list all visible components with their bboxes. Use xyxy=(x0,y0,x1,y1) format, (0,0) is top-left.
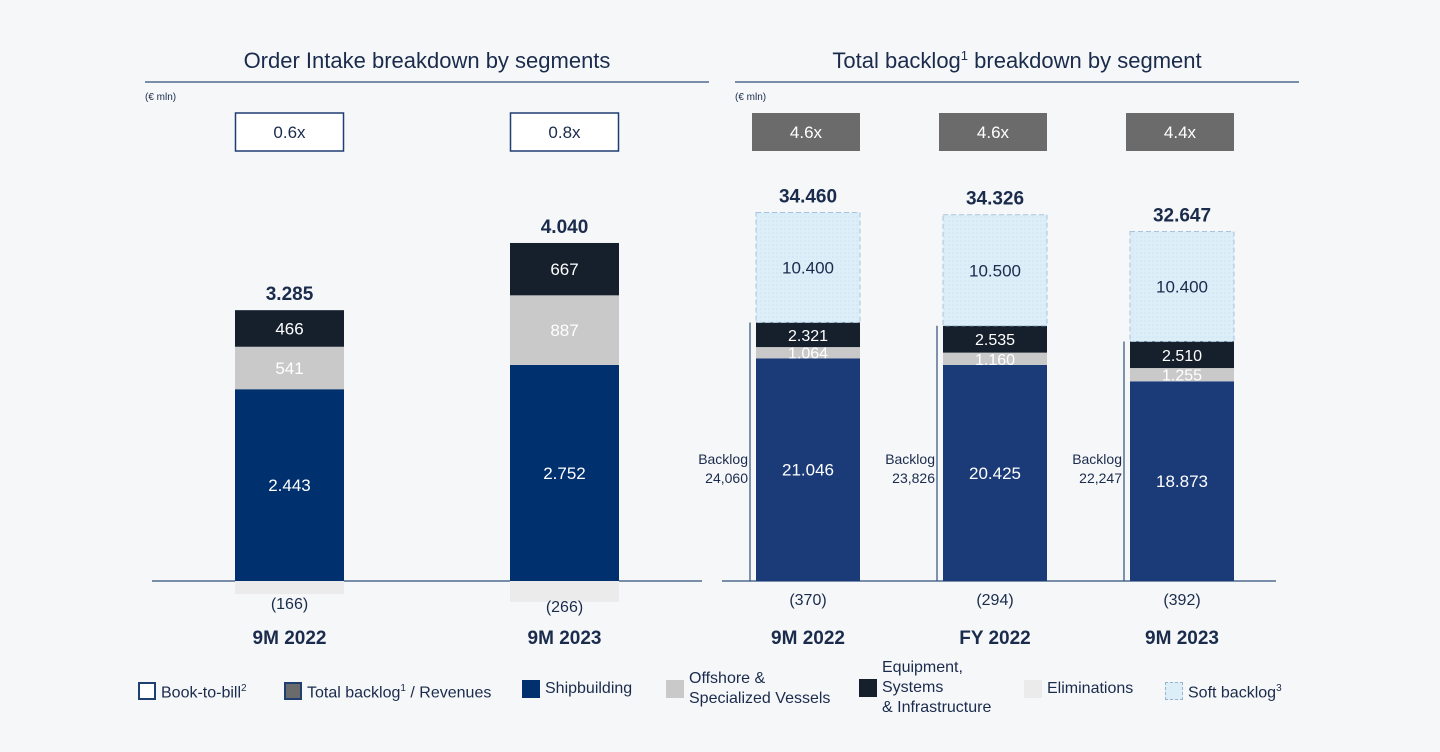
bl-ratio-box xyxy=(1126,113,1234,151)
bl-bar-shipbuilding xyxy=(1130,381,1234,581)
legend-item-backlog-revenues: Total backlog1 / Revenues xyxy=(284,679,491,703)
legend-swatch-eliminations xyxy=(1024,680,1042,698)
bl-backlog-value: 23,826 xyxy=(892,470,935,486)
legend-item-soft-backlog: Soft backlog3 xyxy=(1165,679,1282,703)
legend-label-equipment: Equipment, Systems & Infrastructure xyxy=(882,659,992,716)
bl-category-label: FY 2022 xyxy=(959,628,1030,649)
oi-bar-equipment xyxy=(510,242,619,296)
oi-bar-shipbuilding xyxy=(510,364,619,581)
legend-item-equipment: Equipment, Systems & Infrastructure xyxy=(859,658,991,718)
legend-swatch-equipment xyxy=(859,679,877,697)
order-intake-title: Order Intake breakdown by segments xyxy=(244,48,611,73)
bl-bar-equipment xyxy=(943,325,1047,353)
oi-label-shipbuilding: 2.752 xyxy=(543,464,586,483)
oi-label-shipbuilding: 2.443 xyxy=(268,476,311,495)
legend-label-backlog-revenues: Total backlog1 / Revenues xyxy=(307,683,492,702)
oi-category-label: 9M 2023 xyxy=(528,628,602,649)
bl-label-eliminations: (392) xyxy=(1163,592,1200,609)
oi-category-label: 9M 2022 xyxy=(253,628,327,649)
bl-bar-equipment xyxy=(1130,341,1234,369)
legend-swatch-book-to-bill xyxy=(138,682,156,701)
bl-bar-soft-backlog xyxy=(942,214,1048,327)
bl-label-offshore: 1.255 xyxy=(1162,368,1202,385)
backlog-title: Total backlog1 breakdown by segment xyxy=(832,48,1201,73)
oi-bar-eliminations xyxy=(510,581,619,602)
oi-label-eliminations: (266) xyxy=(546,599,583,616)
bl-label-equipment: 2.535 xyxy=(975,332,1015,349)
bl-label-soft-backlog: 10.400 xyxy=(1156,277,1208,296)
bl-ratio-label: 4.4x xyxy=(1164,123,1197,142)
bl-bar-soft-backlog xyxy=(1129,230,1235,342)
oi-label-offshore: 541 xyxy=(275,359,303,378)
bl-label-equipment: 2.510 xyxy=(1162,348,1202,365)
oi-ratio-box xyxy=(234,112,345,152)
bl-category-label: 9M 2023 xyxy=(1145,628,1219,649)
bl-total-label: 34.326 xyxy=(966,189,1024,210)
bl-total-label: 34.460 xyxy=(779,186,837,207)
legend-label-book-to-bill: Book-to-bill2 xyxy=(161,683,247,702)
legend-item-shipbuilding: Shipbuilding xyxy=(522,679,632,699)
bl-ratio-label: 4.6x xyxy=(790,123,823,142)
legend-label-shipbuilding: Shipbuilding xyxy=(545,680,633,697)
bl-label-shipbuilding: 20.425 xyxy=(969,464,1021,483)
oi-total-label: 3.285 xyxy=(266,284,314,305)
oi-ratio-box xyxy=(509,112,620,152)
order-intake-unit: (€ mln) xyxy=(145,92,176,103)
bl-ratio-label: 4.6x xyxy=(977,123,1010,142)
legend-label-soft-backlog: Soft backlog3 xyxy=(1188,683,1282,702)
bl-label-soft-backlog: 10.500 xyxy=(969,261,1021,280)
bl-label-offshore: 1.160 xyxy=(975,352,1015,369)
bl-backlog-label: Backlog xyxy=(885,451,935,467)
legend-label-offshore: Offshore & Specialized Vessels xyxy=(689,670,831,707)
legend-item-offshore: Offshore & Specialized Vessels xyxy=(666,669,830,709)
oi-bar-offshore xyxy=(235,346,344,390)
bl-total-label: 32.647 xyxy=(1153,205,1211,226)
bl-bar-shipbuilding xyxy=(943,364,1047,581)
bl-label-offshore: 1.064 xyxy=(788,346,828,363)
bl-backlog-label: Backlog xyxy=(1072,451,1122,467)
oi-label-offshore: 887 xyxy=(550,321,578,340)
bl-bar-soft-backlog xyxy=(755,211,861,324)
bl-label-equipment: 2.321 xyxy=(788,328,828,345)
oi-bar-offshore xyxy=(510,295,619,365)
bl-bar-offshore xyxy=(1130,368,1234,382)
oi-total-label: 4.040 xyxy=(541,217,589,238)
bl-label-eliminations: (370) xyxy=(789,592,826,609)
bl-label-soft-backlog: 10.400 xyxy=(782,259,834,278)
bl-label-shipbuilding: 18.873 xyxy=(1156,472,1208,491)
bl-bar-offshore xyxy=(943,352,1047,365)
bl-backlog-value: 22,247 xyxy=(1079,470,1122,486)
oi-bar-shipbuilding xyxy=(235,389,344,581)
oi-label-eliminations: (166) xyxy=(271,596,308,613)
legend-swatch-shipbuilding xyxy=(522,680,540,698)
oi-bar-equipment xyxy=(235,310,344,347)
oi-ratio-label: 0.8x xyxy=(548,123,581,142)
chart-legend: Book-to-bill2 Total backlog1 / Revenues … xyxy=(138,658,1318,720)
bl-backlog-value: 24,060 xyxy=(705,470,748,486)
bl-bar-shipbuilding xyxy=(756,358,860,581)
legend-item-book-to-bill: Book-to-bill2 xyxy=(138,679,247,703)
bl-bar-equipment xyxy=(756,322,860,348)
legend-swatch-soft-backlog xyxy=(1165,682,1183,701)
legend-item-eliminations: Eliminations xyxy=(1024,679,1133,699)
legend-swatch-offshore xyxy=(666,680,684,698)
oi-label-equipment: 466 xyxy=(275,319,303,338)
bl-ratio-box xyxy=(939,113,1047,151)
bl-backlog-label: Backlog xyxy=(698,451,748,467)
legend-swatch-backlog-revenues xyxy=(284,682,302,701)
bl-bar-offshore xyxy=(756,347,860,359)
legend-label-eliminations: Eliminations xyxy=(1047,680,1134,697)
oi-bar-eliminations xyxy=(235,581,344,595)
bl-category-label: 9M 2022 xyxy=(771,628,845,649)
bl-label-shipbuilding: 21.046 xyxy=(782,461,834,480)
bl-label-eliminations: (294) xyxy=(976,592,1013,609)
backlog-unit: (€ mln) xyxy=(735,92,766,103)
oi-label-equipment: 667 xyxy=(550,260,578,279)
oi-ratio-label: 0.6x xyxy=(273,123,306,142)
bl-ratio-box xyxy=(752,113,860,151)
